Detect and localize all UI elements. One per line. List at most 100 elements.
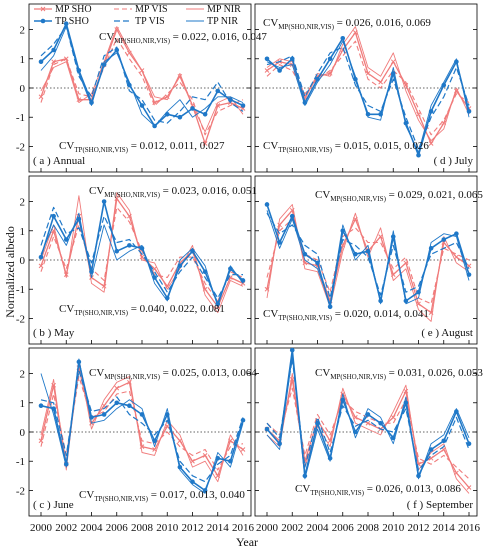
data-point-tp-sho (327, 56, 333, 62)
y-tick-label: -2 (16, 485, 25, 497)
panels-layer: -2 -1 0 1 2 ( a ) Annual CVMP(SHO,NIR,VIS) = 0… (16, 3, 483, 534)
x-tick-label: 2006 (332, 522, 355, 534)
x-tick-label: 2002 (281, 522, 303, 534)
data-point-tp-sho (403, 298, 409, 304)
legend-label: TP NIR (207, 16, 238, 27)
data-point-tp-sho (139, 103, 145, 108)
series-line-tp-nir (40, 358, 244, 494)
data-point-tp-sho (428, 447, 434, 452)
y-tick-label: -1 (16, 112, 25, 124)
data-point-mp-sho (390, 415, 396, 420)
x-tick-label: 2010 (156, 522, 179, 534)
data-point-tp-sho (264, 426, 270, 432)
data-point-tp-sho (240, 103, 246, 108)
data-point-tp-sho (190, 106, 195, 111)
data-point-tp-sho (114, 400, 120, 406)
data-point-tp-sho (441, 438, 447, 444)
legend: MP SHO MP VIS MP NIR TP SHO TP VIS TP NIR (34, 4, 241, 27)
data-point-tp-sho (277, 441, 282, 446)
y-tick-label: 2 (20, 25, 26, 37)
data-point-mp-sho (264, 68, 270, 73)
legend-item-tp-nir: TP NIR (186, 16, 238, 27)
panel-f-september: 2000 2002 2004 2006 2008 2010 2012 2014 2016 ( f … (254, 347, 483, 534)
series-line-mp-vis (40, 37, 244, 136)
series-line-tp-sho (266, 37, 470, 156)
x-axis-title: Year (236, 535, 258, 549)
data-point-mp-sho (114, 385, 120, 391)
data-point-mp-sho (202, 141, 208, 146)
data-point-mp-sho (365, 71, 371, 76)
x-tick-label: 2014 (433, 522, 456, 534)
x-tick-label: 2008 (131, 522, 154, 534)
data-point-mp-sho (51, 59, 56, 65)
cv-annotation-tp: CVTP(SHO,NIR,VIS) = 0.040, 0.022, 0.081 (59, 303, 225, 317)
cv-annotation-mp: CVMP(SHO,NIR,VIS) = 0.025, 0.013, 0.064 (89, 367, 257, 381)
panel-e-august: ( e ) August CVMP(SHO,NIR,VIS) = 0.029, 0… (254, 175, 483, 345)
series-line-tp-vis (40, 206, 243, 299)
x-tick-label: 2004 (81, 522, 104, 534)
y-tick-label: -1 (16, 284, 25, 296)
series-line-mp-nir (40, 26, 244, 133)
series-line-mp-nir (266, 26, 470, 142)
y-tick-label: 2 (20, 197, 26, 209)
series-line-tp-vis (40, 370, 244, 483)
data-point-mp-sho (466, 263, 472, 269)
legend-label: TP SHO (55, 16, 89, 27)
data-point-mp-sho (63, 56, 69, 62)
data-point-tp-sho (38, 254, 44, 260)
x-tick-label: 2000 (30, 522, 53, 534)
data-point-tp-sho (289, 213, 295, 219)
panel-label: ( c ) June (33, 499, 74, 511)
series-line-tp-nir (266, 210, 470, 305)
cv-annotation-tp: CVTP(SHO,NIR,VIS) = 0.012, 0.011, 0.027 (59, 140, 225, 154)
panel-label: ( d ) July (434, 155, 474, 167)
data-point-mp-sho (114, 196, 120, 201)
data-point-tp-sho (202, 112, 208, 117)
cv-annotation-mp: CVMP(SHO,NIR,VIS) = 0.031, 0.026, 0.053 (315, 367, 483, 381)
data-point-tp-sho (365, 412, 371, 417)
panel-c-june: -2 -1 0 1 2 2000 2002 2004 2006 2008 2010 2012 2014 2… (16, 347, 257, 534)
cv-annotation-mp: CVMP(SHO,NIR,VIS) = 0.022, 0.016, 0.047 (99, 31, 267, 45)
legend-label: MP VIS (135, 4, 168, 15)
data-point-tp-sho (38, 403, 44, 408)
cv-annotation-mp: CVMP(SHO,NIR,VIS) = 0.023, 0.016, 0.051 (89, 185, 257, 199)
panel-label: ( f ) September (407, 499, 474, 511)
y-tick-label: 0 (20, 427, 26, 439)
data-point-tp-sho (466, 441, 472, 446)
data-point-tp-sho (177, 114, 183, 120)
cv-annotation-tp: CVTP(SHO,NIR,VIS) = 0.020, 0.014, 0.041 (263, 308, 429, 322)
panel-d-july: ( d ) July CVMP(SHO,NIR,VIS) = 0.026, 0.0… (254, 3, 478, 173)
x-tick-label: 2010 (382, 522, 405, 534)
x-tick-label: 2002 (55, 522, 77, 534)
data-point-mp-sho (428, 141, 434, 146)
cv-annotation-tp: CVTP(SHO,NIR,VIS) = 0.015, 0.015, 0.026 (263, 140, 429, 154)
data-point-mp-sho (454, 254, 459, 260)
x-tick-label: 2006 (106, 522, 129, 534)
data-point-tp-sho (340, 36, 346, 41)
data-point-tp-sho (127, 403, 132, 408)
y-tick-label: -2 (16, 141, 25, 153)
legend-label: MP NIR (207, 4, 241, 15)
x-tick-label: 2008 (357, 522, 380, 534)
data-point-tp-sho (51, 47, 56, 53)
data-point-mp-sho (152, 266, 157, 272)
series-line-tp-nir (266, 40, 470, 153)
cv-annotation-tp: CVTP(SHO,NIR,VIS) = 0.017, 0.013, 0.040 (79, 489, 245, 503)
data-point-tp-sho (101, 412, 107, 417)
y-tick-label: 0 (20, 255, 26, 267)
legend-label: TP VIS (135, 16, 165, 27)
panel-label: ( e ) August (421, 327, 473, 339)
data-point-mp-sho (416, 111, 421, 117)
x-tick-label: 2012 (182, 522, 204, 534)
x-tick-label: 2012 (408, 522, 430, 534)
series-line-tp-nir (40, 212, 244, 308)
data-point-mp-sho (365, 420, 371, 426)
data-point-mp-sho (390, 59, 396, 65)
data-point-tp-sho (315, 260, 320, 266)
data-point-tp-sho (264, 56, 270, 62)
data-point-tp-sho (277, 68, 282, 73)
data-point-tp-sho (353, 251, 358, 257)
y-tick-label: 1 (20, 54, 26, 66)
legend-item-tp-vis: TP VIS (114, 16, 165, 27)
